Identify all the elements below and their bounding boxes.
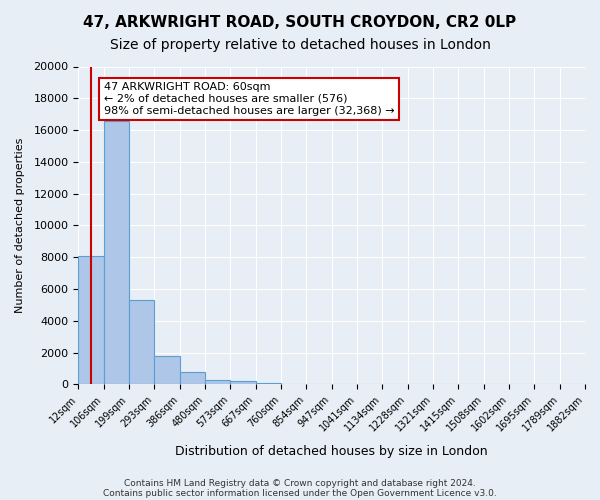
Bar bbox=[256, 383, 281, 384]
Text: 47 ARKWRIGHT ROAD: 60sqm
← 2% of detached houses are smaller (576)
98% of semi-d: 47 ARKWRIGHT ROAD: 60sqm ← 2% of detache… bbox=[104, 82, 394, 116]
Bar bbox=[78, 256, 104, 384]
Text: Contains HM Land Registry data © Crown copyright and database right 2024.: Contains HM Land Registry data © Crown c… bbox=[124, 478, 476, 488]
Y-axis label: Number of detached properties: Number of detached properties bbox=[15, 138, 25, 313]
Bar bbox=[104, 120, 129, 384]
Bar bbox=[179, 372, 205, 384]
Bar bbox=[230, 381, 256, 384]
Bar bbox=[129, 300, 154, 384]
Text: Size of property relative to detached houses in London: Size of property relative to detached ho… bbox=[110, 38, 490, 52]
Bar bbox=[205, 380, 230, 384]
Text: Contains public sector information licensed under the Open Government Licence v3: Contains public sector information licen… bbox=[103, 488, 497, 498]
Bar bbox=[154, 356, 179, 384]
X-axis label: Distribution of detached houses by size in London: Distribution of detached houses by size … bbox=[175, 444, 488, 458]
Text: 47, ARKWRIGHT ROAD, SOUTH CROYDON, CR2 0LP: 47, ARKWRIGHT ROAD, SOUTH CROYDON, CR2 0… bbox=[83, 15, 517, 30]
